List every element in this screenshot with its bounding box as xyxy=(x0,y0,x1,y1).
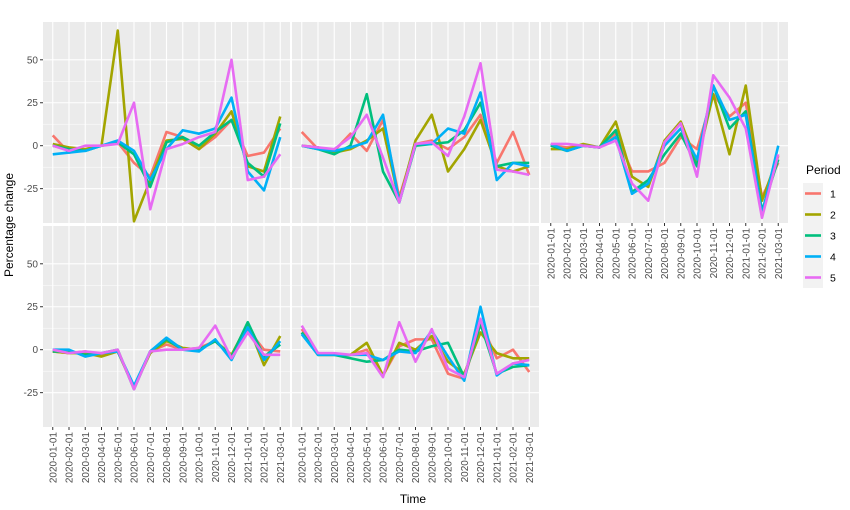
x-tick-label: 2020-03-01 xyxy=(579,228,590,280)
x-tick-label: 2020-09-01 xyxy=(178,432,189,484)
x-tick-label: 2021-02-01 xyxy=(509,432,520,484)
x-tick-label: 2020-08-01 xyxy=(660,228,671,280)
y-tick-label: -25 xyxy=(24,184,39,195)
y-tick-label: 50 xyxy=(27,55,39,66)
x-tick-label: 2020-07-01 xyxy=(644,228,655,280)
series-line-5 xyxy=(550,73,780,220)
y-tick-label: 50 xyxy=(27,259,39,270)
legend-label: 2 xyxy=(830,210,836,222)
x-tick-label: 2020-02-01 xyxy=(65,432,76,484)
legend-entry: 4 xyxy=(803,246,836,267)
x-tick-label: 2020-09-01 xyxy=(676,228,687,280)
legend-label: 5 xyxy=(830,273,836,285)
x-tick-label: 2021-01-01 xyxy=(243,432,254,484)
legend-entry: 1 xyxy=(803,183,836,204)
x-tick-label: 2020-06-01 xyxy=(130,432,141,484)
x-tick-label: 2020-10-01 xyxy=(693,228,704,280)
x-tick-label: 2021-03-01 xyxy=(276,432,287,484)
y-axis-title: Percentage change xyxy=(2,173,16,277)
y-tick-label: 0 xyxy=(32,141,38,152)
x-tick-label: 2020-04-01 xyxy=(346,432,357,484)
x-tick-label: 2020-03-01 xyxy=(81,432,92,484)
x-tick-label: 2020-07-01 xyxy=(395,432,406,484)
legend: Period 1 2 3 4 5 xyxy=(803,163,841,288)
y-tick-label: 0 xyxy=(32,345,38,356)
legend-label: 1 xyxy=(830,189,836,201)
x-tick-label: 2021-02-01 xyxy=(758,228,769,280)
x-tick-label: 2021-02-01 xyxy=(260,432,271,484)
x-tick-label: 2020-01-01 xyxy=(48,432,59,484)
x-tick-label: 2020-12-01 xyxy=(476,432,487,484)
x-tick-label: 2020-10-01 xyxy=(444,432,455,484)
x-tick-label: 2020-11-01 xyxy=(211,432,222,483)
x-tick-label: 2020-12-01 xyxy=(725,228,736,280)
x-tick-label: 2020-07-01 xyxy=(146,432,157,484)
x-tick-label: 2021-03-01 xyxy=(525,432,536,484)
x-tick-label: 2021-01-01 xyxy=(741,228,752,280)
x-axis-title: Time xyxy=(400,492,427,506)
facet-panel: 2020-01-01 2020-02-01 2020-03-01 2020-04-01… xyxy=(541,22,788,279)
legend-entry: 3 xyxy=(803,225,836,246)
x-tick-label: 2021-01-01 xyxy=(492,432,503,484)
facet-panel: 2020-01-01 2020-02-01 2020-03-01 2020-04-01… xyxy=(292,226,539,483)
y-tick-label: 25 xyxy=(27,302,39,313)
legend-title: Period xyxy=(806,163,841,177)
x-tick-label: 2020-10-01 xyxy=(195,432,206,484)
facet-panel: -25 0 25 50 xyxy=(24,22,290,223)
facet-panel xyxy=(292,22,539,223)
series-line-4 xyxy=(52,326,282,388)
x-tick-label: 2020-06-01 xyxy=(379,432,390,484)
y-tick-label: -25 xyxy=(24,388,39,399)
x-tick-label: 2020-04-01 xyxy=(97,432,108,484)
x-tick-label: 2020-09-01 xyxy=(427,432,438,484)
x-tick-label: 2020-02-01 xyxy=(563,228,574,280)
series-line-5 xyxy=(301,61,530,204)
x-tick-label: 2020-05-01 xyxy=(611,228,622,280)
legend-label: 4 xyxy=(830,252,836,264)
x-tick-label: 2020-08-01 xyxy=(162,432,173,484)
series-line-5 xyxy=(52,58,282,211)
y-tick-label: 25 xyxy=(27,98,39,109)
facet-panel: -25 0 25 50 2020-01-01 2020-02-01 2020-03-01 20… xyxy=(24,226,290,483)
x-tick-label: 2020-12-01 xyxy=(227,432,238,484)
series-line-5 xyxy=(52,324,281,391)
x-tick-label: 2020-01-01 xyxy=(297,432,308,484)
x-tick-label: 2020-04-01 xyxy=(595,228,606,280)
x-tick-label: 2020-03-01 xyxy=(330,432,341,484)
x-tick-label: 2020-05-01 xyxy=(113,432,124,484)
series-line-5 xyxy=(300,317,530,379)
legend-label: 3 xyxy=(830,231,836,243)
x-tick-label: 2020-05-01 xyxy=(362,432,373,484)
x-tick-label: 2020-11-01 xyxy=(709,228,720,279)
x-tick-label: 2020-08-01 xyxy=(411,432,422,484)
x-tick-label: 2020-02-01 xyxy=(314,432,325,484)
x-tick-label: 2020-06-01 xyxy=(628,228,639,280)
legend-entry: 5 xyxy=(803,267,836,288)
x-tick-label: 2020-11-01 xyxy=(460,432,471,483)
x-tick-label: 2021-03-01 xyxy=(774,228,785,280)
legend-entry: 2 xyxy=(803,204,836,225)
x-tick-label: 2020-01-01 xyxy=(546,228,557,280)
